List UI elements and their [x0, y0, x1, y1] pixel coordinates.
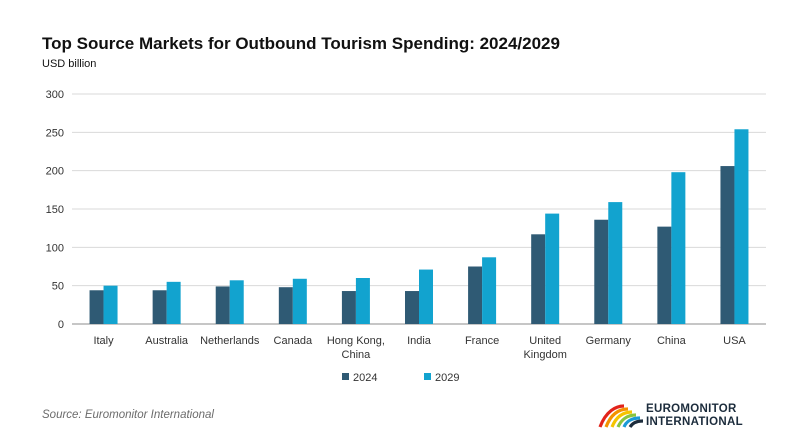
- y-tick-label: 150: [46, 204, 64, 216]
- x-tick-label: Kingdom: [523, 349, 566, 361]
- legend-label-2024: 2024: [353, 372, 377, 384]
- x-tick-label: France: [465, 335, 499, 347]
- bar-2024: [215, 286, 230, 324]
- legend-label-2029: 2029: [435, 372, 459, 384]
- bar-2029: [608, 202, 623, 324]
- bar-2024: [468, 266, 483, 324]
- x-tick-label: USA: [723, 335, 746, 347]
- y-tick-label: 50: [52, 281, 64, 293]
- x-tick-label: Hong Kong,: [327, 335, 385, 347]
- y-tick-label: 0: [58, 319, 64, 331]
- bar-2024: [405, 291, 419, 324]
- legend-swatch-2029: [424, 373, 431, 380]
- source-note: Source: Euromonitor International: [42, 409, 214, 421]
- legend-swatch-2024: [342, 373, 349, 380]
- bar-2029: [103, 285, 118, 324]
- logo-wordmark: EUROMONITOR INTERNATIONAL: [646, 403, 743, 428]
- bar-2024: [341, 291, 356, 324]
- bar-2029: [166, 281, 181, 324]
- y-tick-label: 300: [46, 89, 64, 101]
- bar-2029: [734, 129, 749, 324]
- euromonitor-logo-mark-icon: [598, 404, 644, 428]
- bar-2029: [229, 280, 244, 324]
- y-tick-label: 100: [46, 242, 64, 254]
- bar-2024: [89, 290, 104, 324]
- bar-2029: [292, 278, 307, 324]
- x-tick-label: India: [407, 335, 432, 347]
- euromonitor-logo: EUROMONITOR INTERNATIONAL: [598, 403, 768, 429]
- logo-line-1: EUROMONITOR: [646, 403, 737, 415]
- x-tick-label: China: [657, 335, 687, 347]
- x-tick-label: Italy: [93, 335, 114, 347]
- x-tick-label: Netherlands: [200, 335, 260, 347]
- y-tick-label: 200: [46, 166, 64, 178]
- chart-title: Top Source Markets for Outbound Tourism …: [42, 34, 560, 53]
- bar-2024: [594, 219, 609, 324]
- x-tick-label: China: [342, 349, 372, 361]
- x-tick-label: Germany: [586, 335, 632, 347]
- bar-2029: [355, 278, 370, 324]
- bar-2024: [531, 234, 546, 324]
- bar-chart: 0 50 100 150 200 250 300 Italy Australia Netherla…: [46, 89, 766, 384]
- y-tick-label: 250: [46, 127, 64, 139]
- bar-2029: [419, 269, 433, 324]
- x-tick-label: Australia: [145, 335, 189, 347]
- bar-2024: [720, 166, 735, 324]
- x-tick-label: Canada: [274, 335, 313, 347]
- x-tick-label: United: [529, 335, 561, 347]
- bar-2029: [671, 172, 686, 324]
- chart-subtitle: USD billion: [42, 58, 97, 70]
- bar-2029: [482, 257, 497, 324]
- bar-2024: [152, 290, 167, 324]
- bar-2024: [278, 287, 293, 324]
- logo-line-2: INTERNATIONAL: [646, 415, 743, 428]
- bar-2029: [545, 213, 560, 324]
- bar-2024: [657, 226, 672, 324]
